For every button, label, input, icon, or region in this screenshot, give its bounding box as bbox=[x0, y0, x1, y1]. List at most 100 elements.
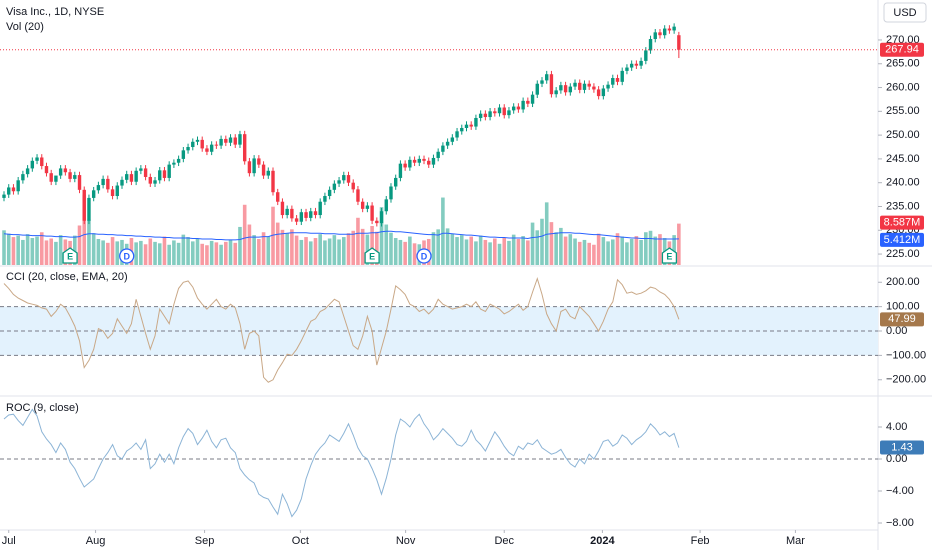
candle-body bbox=[634, 63, 639, 66]
candle-body bbox=[87, 197, 91, 221]
candle-body bbox=[545, 74, 549, 81]
currency[interactable]: USD bbox=[893, 7, 916, 19]
volume-bar bbox=[176, 242, 181, 265]
last-price-label: 267.94 bbox=[885, 44, 919, 56]
candle-body bbox=[54, 175, 58, 182]
volume-bar bbox=[2, 230, 6, 265]
candle-body bbox=[549, 74, 554, 95]
event-label: D bbox=[123, 251, 130, 261]
volume-bar bbox=[290, 229, 294, 265]
volume-bar bbox=[445, 228, 450, 265]
candle-body bbox=[573, 82, 577, 87]
candle-body bbox=[11, 187, 16, 192]
candle-body bbox=[304, 212, 308, 218]
volume-bar bbox=[106, 242, 110, 265]
candle-body bbox=[252, 158, 256, 174]
candle-body bbox=[521, 100, 525, 110]
candle-body bbox=[238, 134, 242, 145]
event-label: E bbox=[666, 251, 672, 261]
volume-bar bbox=[6, 233, 11, 265]
volume-bar bbox=[625, 242, 629, 265]
candle-body bbox=[375, 220, 379, 224]
volume-bar bbox=[153, 241, 157, 265]
candle-body bbox=[644, 50, 648, 61]
candle-body bbox=[294, 218, 299, 222]
volume-bar bbox=[587, 242, 591, 265]
candle-body bbox=[620, 70, 624, 82]
volume-bar bbox=[431, 232, 436, 265]
currency-button[interactable] bbox=[883, 2, 927, 23]
volume-bar bbox=[299, 239, 304, 265]
candle-body bbox=[21, 174, 25, 181]
volume-bar bbox=[228, 239, 233, 265]
volume-bar bbox=[389, 232, 393, 265]
volume-bar bbox=[73, 235, 77, 265]
candle-body bbox=[143, 168, 148, 177]
volume-bar bbox=[497, 243, 502, 265]
candle-body bbox=[422, 158, 426, 161]
volume-bar bbox=[323, 240, 327, 265]
candle-body bbox=[360, 201, 365, 209]
volume-bar bbox=[356, 217, 360, 265]
volume-bar bbox=[488, 242, 492, 265]
candle-body bbox=[530, 94, 535, 104]
volume-bar bbox=[653, 236, 658, 265]
dividend-badge bbox=[119, 248, 135, 264]
candle-body bbox=[332, 183, 337, 190]
candle-body bbox=[30, 160, 35, 169]
y-tick-label: −100.00 bbox=[886, 349, 926, 361]
volume-bar bbox=[559, 227, 563, 265]
last-price-label-box bbox=[880, 42, 924, 57]
y-tick-label: 4.00 bbox=[886, 421, 907, 433]
volume-bar bbox=[393, 238, 398, 265]
volume-bar bbox=[507, 240, 511, 265]
volume-bar bbox=[308, 241, 313, 265]
volume-bar bbox=[266, 236, 271, 265]
candle-body bbox=[49, 173, 53, 182]
candle-body bbox=[540, 80, 544, 84]
earnings-badge bbox=[364, 247, 380, 264]
candle-body bbox=[181, 150, 186, 159]
candle-body bbox=[247, 161, 252, 174]
candle-body bbox=[68, 172, 72, 179]
volume-bar bbox=[360, 228, 365, 265]
y-tick-label: 250.00 bbox=[886, 129, 920, 141]
candle-body bbox=[285, 208, 289, 216]
x-tick-label: 2024 bbox=[590, 535, 615, 547]
last-volume-ma-label: 5.412M bbox=[884, 234, 921, 246]
volume-bar bbox=[516, 238, 521, 265]
volume-bar bbox=[327, 238, 332, 265]
volume-bar bbox=[157, 243, 162, 265]
volume-bar bbox=[101, 240, 105, 265]
candle-body bbox=[464, 124, 469, 128]
candle-body bbox=[441, 145, 445, 152]
candle-body bbox=[158, 170, 162, 181]
y-tick-label: −4.00 bbox=[886, 485, 914, 497]
last-volume-ma-label-box bbox=[880, 232, 924, 247]
volume-bar bbox=[341, 237, 346, 265]
candle-body bbox=[261, 164, 266, 176]
volume-bar bbox=[601, 237, 606, 265]
candle-body bbox=[431, 157, 436, 165]
y-tick-label: 200.00 bbox=[886, 276, 920, 288]
volume-bar bbox=[214, 242, 219, 265]
volume-bar bbox=[148, 238, 153, 265]
candle-body bbox=[488, 111, 492, 118]
volume-bar bbox=[332, 235, 337, 265]
candle-body bbox=[662, 28, 667, 36]
volume-bar bbox=[44, 240, 49, 265]
candle-body bbox=[639, 60, 643, 66]
volume-bar bbox=[644, 232, 648, 265]
volume-bar bbox=[563, 236, 568, 265]
candle-body bbox=[7, 187, 11, 195]
candle-body bbox=[379, 211, 384, 224]
volume-ma-line bbox=[3, 230, 679, 241]
candle-body bbox=[384, 199, 388, 212]
volume-bar bbox=[540, 218, 544, 265]
candle-body bbox=[672, 26, 676, 31]
candle-body bbox=[214, 144, 219, 146]
last-value-label-box bbox=[880, 440, 924, 455]
candle-body bbox=[389, 186, 393, 200]
volume-bar bbox=[275, 222, 280, 265]
y-tick-label: 100.00 bbox=[886, 301, 920, 313]
